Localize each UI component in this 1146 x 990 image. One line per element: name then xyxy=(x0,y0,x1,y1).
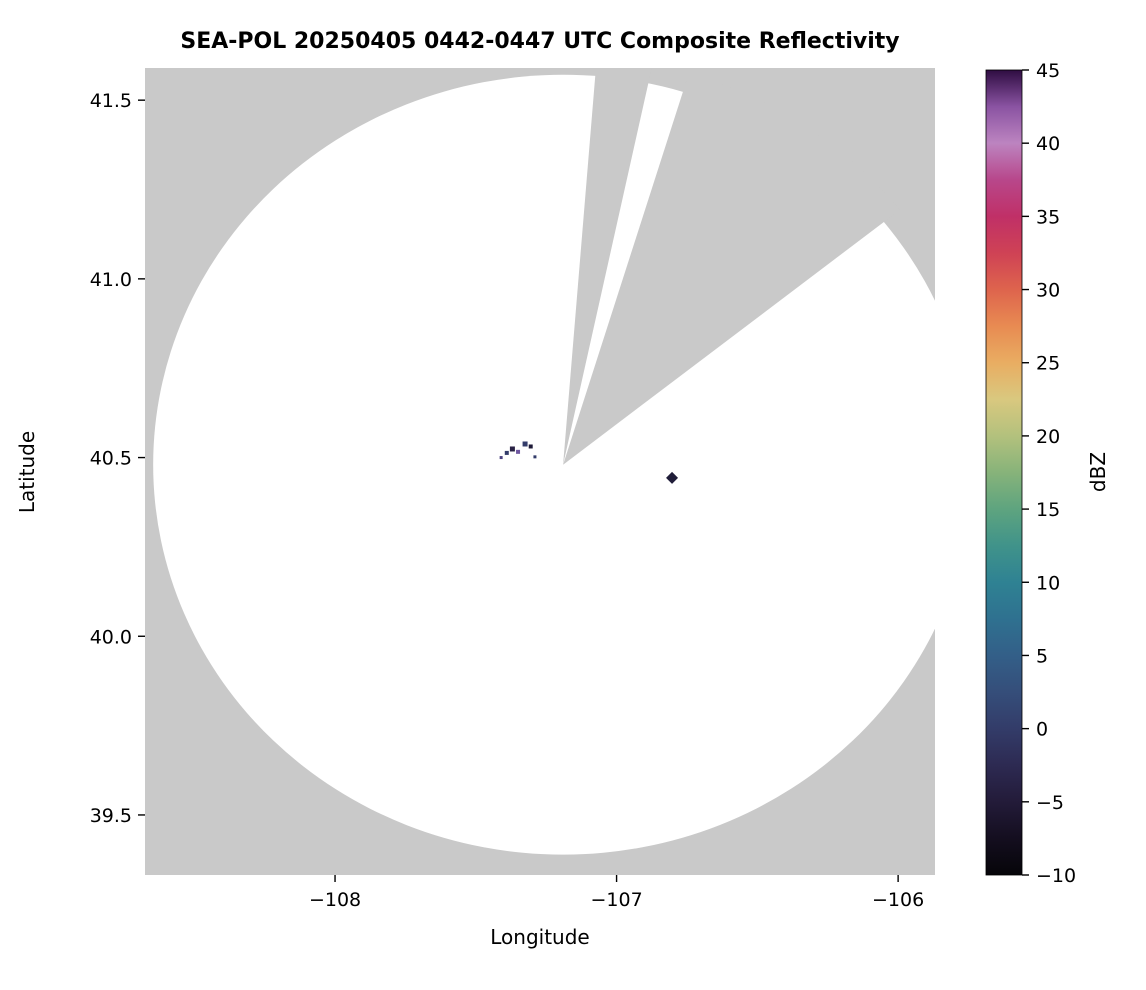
colorbar-tick-label: 30 xyxy=(1036,280,1060,302)
plot-panel xyxy=(145,68,935,875)
radar-echo xyxy=(533,455,537,459)
y-tick-label: 41.0 xyxy=(90,269,132,291)
radar-echo xyxy=(499,456,503,460)
colorbar-tick-label: 0 xyxy=(1036,719,1048,741)
colorbar-bar xyxy=(986,70,1022,875)
x-axis-label: Longitude xyxy=(490,925,589,949)
colorbar-tick-label: −10 xyxy=(1036,865,1076,887)
blocked-sector xyxy=(563,73,900,465)
colorbar-outline xyxy=(985,69,1023,876)
radar-echo xyxy=(666,471,679,484)
colorbar-ticks: −10 −5 0 5 10 15 20 25 30 35 40 45 xyxy=(1022,60,1076,887)
colorbar-tick-label: −5 xyxy=(1036,792,1064,814)
radar-echo xyxy=(516,449,521,454)
colorbar-label: dBZ xyxy=(1086,452,1110,492)
y-tick-label: 40.0 xyxy=(90,626,132,648)
colorbar-tick-label: 40 xyxy=(1036,133,1060,155)
x-tick-label: −106 xyxy=(872,889,924,911)
x-tick-label: −107 xyxy=(590,889,642,911)
colorbar-tick-label: 20 xyxy=(1036,426,1060,448)
colorbar-tick-label: 15 xyxy=(1036,499,1060,521)
radar-echo xyxy=(522,441,528,447)
chart-title: SEA-POL 20250405 0442-0447 UTC Composite… xyxy=(180,29,899,54)
colorbar-tick-label: 10 xyxy=(1036,572,1060,594)
y-tick-label: 40.5 xyxy=(90,448,132,470)
colorbar: −10 −5 0 5 10 15 20 25 30 35 40 45 dBZ xyxy=(985,60,1110,887)
x-axis: −108 −107 −106 xyxy=(309,875,924,911)
radar-echo xyxy=(504,450,509,455)
radar-echo xyxy=(509,446,515,452)
colorbar-tick-label: 45 xyxy=(1036,60,1060,82)
radar-echo xyxy=(528,444,533,449)
x-tick-label: −108 xyxy=(309,889,361,911)
y-axis-label: Latitude xyxy=(15,431,39,513)
colorbar-tick-label: 25 xyxy=(1036,353,1060,375)
y-tick-label: 41.5 xyxy=(90,90,132,112)
blocked-sector xyxy=(563,68,652,465)
colorbar-tick-label: 5 xyxy=(1036,645,1048,667)
y-axis: 39.5 40.0 40.5 41.0 41.5 xyxy=(90,90,145,827)
y-tick-label: 39.5 xyxy=(90,805,132,827)
colorbar-tick-label: 35 xyxy=(1036,206,1060,228)
